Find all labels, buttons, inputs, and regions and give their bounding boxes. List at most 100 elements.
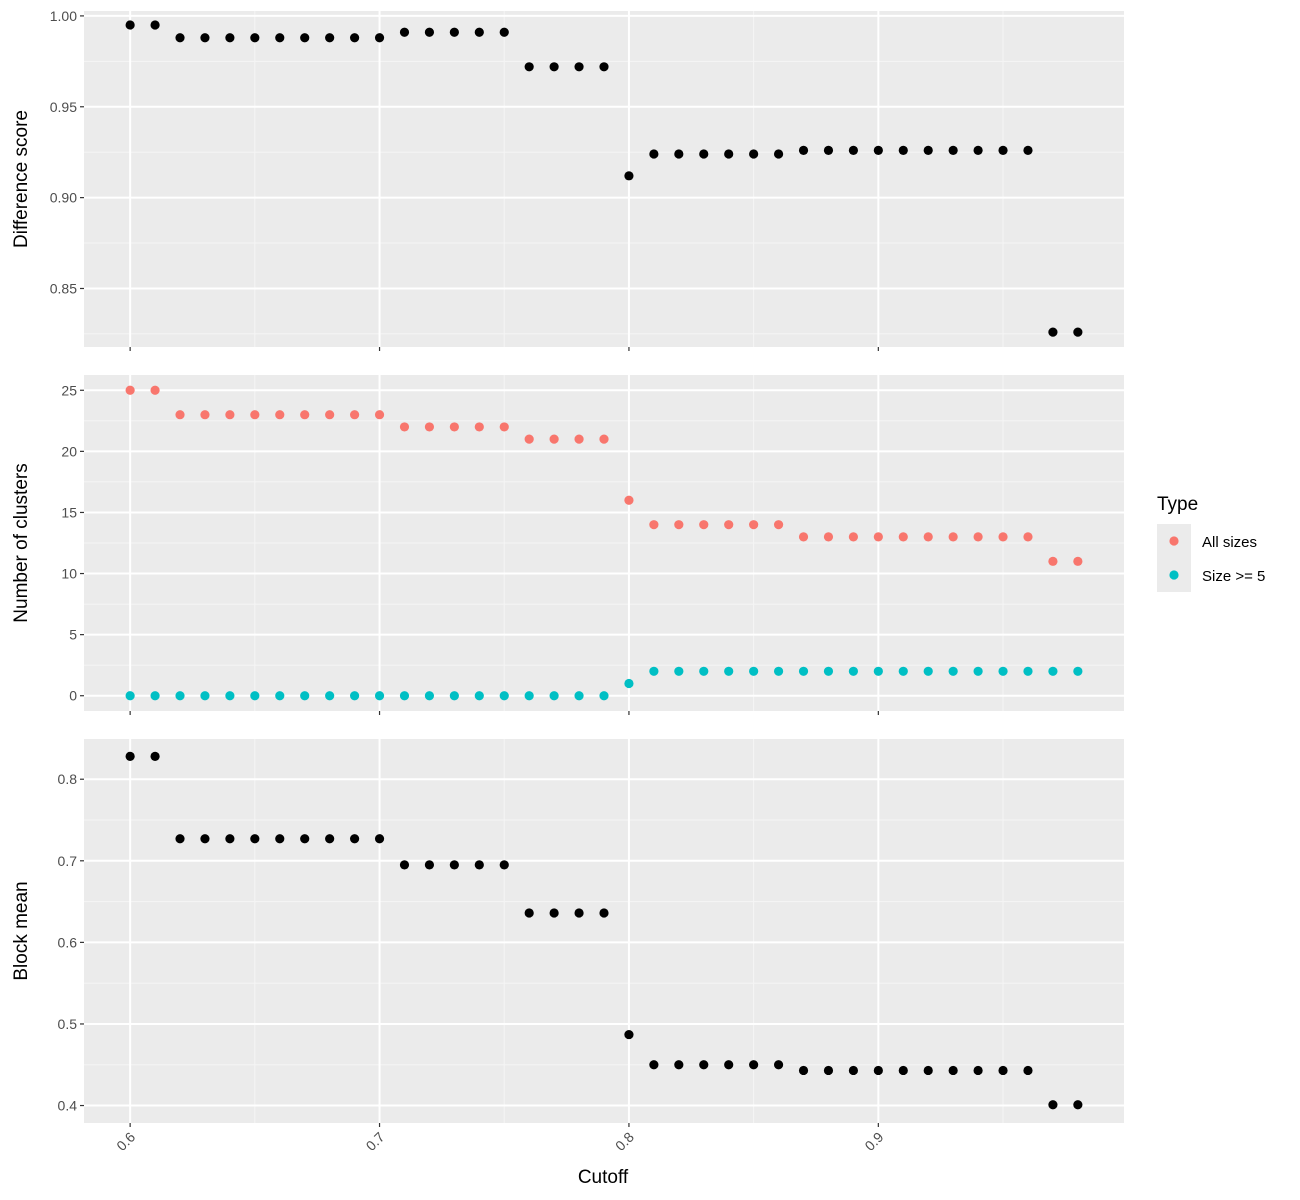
legend-label-size-ge-5: Size >= 5 [1202, 568, 1265, 585]
data-point [150, 20, 160, 30]
x-axis: 0.6 0.7 0.8 0.9 [113, 1129, 886, 1154]
data-point [325, 33, 335, 43]
data-point [624, 171, 634, 181]
data-point [200, 691, 210, 701]
data-point [499, 27, 509, 37]
data-point [449, 860, 459, 870]
data-point [250, 33, 260, 43]
data-point [524, 691, 534, 701]
data-point [250, 691, 260, 701]
panel-background [84, 739, 1124, 1123]
data-point [848, 1065, 859, 1076]
data-point [374, 33, 385, 43]
data-point [1023, 145, 1033, 155]
y-tick-label: 0.85 [50, 280, 77, 296]
data-point [998, 532, 1008, 542]
data-point [275, 834, 285, 844]
data-point [823, 1065, 834, 1076]
series-size-5 [125, 666, 1083, 701]
data-point [624, 495, 634, 505]
data-point [923, 532, 933, 542]
data-point [873, 1065, 883, 1076]
data-point [125, 385, 135, 395]
y-tick-label: 0.8 [58, 771, 78, 787]
x-tick-label: 0.7 [363, 1129, 388, 1154]
x-tick-label: 0.8 [612, 1129, 637, 1154]
data-point [549, 434, 559, 444]
data-point [674, 149, 684, 159]
data-point [225, 834, 235, 844]
data-point [125, 751, 135, 761]
data-point [574, 62, 584, 72]
data-point [948, 145, 958, 155]
data-point [973, 145, 983, 155]
data-point [524, 434, 534, 444]
data-point [1073, 327, 1083, 337]
data-point [325, 410, 335, 420]
data-point [649, 520, 659, 530]
data-point [699, 520, 709, 530]
data-point [524, 62, 534, 72]
y-tick-label: 5 [69, 627, 77, 643]
y-axis-title: Number of clusters [11, 463, 32, 622]
data-point [399, 27, 410, 37]
data-point [724, 149, 734, 159]
y-tick-label: 25 [61, 382, 77, 398]
data-point [175, 834, 185, 844]
data-point [898, 145, 908, 155]
data-point [349, 834, 360, 844]
y-tick-label: 1.00 [50, 8, 77, 24]
data-point [225, 33, 235, 43]
data-point [948, 666, 958, 676]
data-point [848, 532, 859, 542]
data-point [898, 666, 908, 676]
data-point [374, 410, 385, 420]
data-point [898, 1065, 908, 1076]
data-point [225, 691, 235, 701]
data-point [374, 691, 385, 701]
x-tick-label: 0.6 [113, 1129, 138, 1154]
data-point [325, 691, 335, 701]
data-point [300, 410, 310, 420]
data-point [674, 1060, 684, 1070]
data-point [798, 145, 809, 155]
legend-label-all-sizes: All sizes [1202, 534, 1257, 551]
data-point [1048, 666, 1058, 676]
data-point [474, 422, 484, 432]
data-point [773, 666, 784, 676]
data-point [1023, 666, 1033, 676]
data-point [798, 666, 809, 676]
data-point [624, 678, 634, 689]
legend-key-all-sizes [1169, 536, 1179, 546]
data-point [749, 149, 759, 159]
data-point [349, 691, 360, 701]
data-point [474, 691, 484, 701]
data-point [873, 666, 883, 676]
data-point [225, 410, 235, 420]
data-point [848, 666, 859, 676]
data-point [449, 691, 459, 701]
data-point [998, 1065, 1008, 1076]
y-tick-label: 0 [69, 688, 77, 704]
y-tick-label: 0.5 [58, 1016, 78, 1032]
data-point [873, 532, 883, 542]
data-point [649, 666, 659, 676]
data-point [599, 691, 609, 701]
data-point [150, 691, 160, 701]
data-point [923, 1065, 933, 1076]
data-point [998, 666, 1008, 676]
data-point [424, 27, 435, 37]
data-point [125, 691, 135, 701]
data-point [724, 666, 734, 676]
data-point [499, 860, 509, 870]
y-tick-label: 20 [61, 443, 77, 459]
data-point [150, 751, 160, 761]
data-point [300, 33, 310, 43]
legend: Type All sizes Size >= 5 [1157, 494, 1265, 592]
data-point [649, 149, 659, 159]
data-point [424, 860, 435, 870]
data-point [399, 691, 410, 701]
data-point [1048, 1100, 1058, 1110]
data-point [1073, 1100, 1083, 1110]
